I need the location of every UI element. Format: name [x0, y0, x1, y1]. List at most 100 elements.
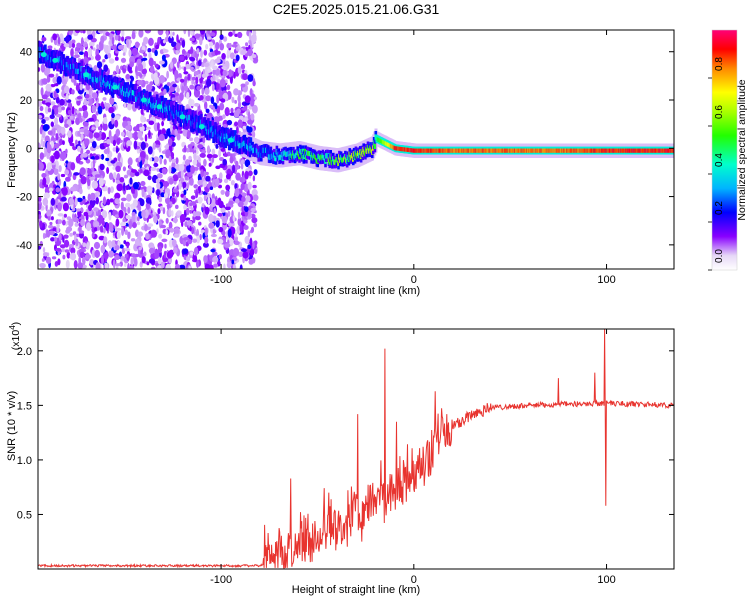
noise-speckle	[189, 225, 192, 232]
noise-speckle	[73, 78, 77, 86]
noise-speckle	[110, 45, 116, 50]
noise-speckle	[244, 206, 249, 213]
noise-speckle	[161, 120, 165, 127]
noise-speckle	[237, 94, 241, 103]
noise-speckle	[231, 96, 235, 104]
noise-speckle	[103, 64, 109, 72]
noise-speckle	[186, 207, 190, 216]
noise-speckle	[48, 73, 55, 78]
noise-speckle	[243, 183, 249, 192]
noise-speckle	[246, 126, 253, 133]
noise-speckle	[129, 177, 133, 185]
noise-speckle	[119, 244, 124, 249]
noise-speckle	[193, 88, 201, 98]
noise-speckle	[214, 102, 218, 110]
noise-speckle	[187, 73, 191, 81]
noise-speckle	[134, 171, 140, 177]
noise-speckle	[58, 232, 62, 242]
noise-speckle	[78, 226, 82, 232]
noise-speckle	[163, 88, 167, 95]
noise-speckle	[237, 31, 243, 39]
noise-speckle	[76, 197, 83, 202]
noise-speckle	[39, 126, 43, 135]
noise-speckle	[166, 82, 171, 87]
noise-speckle	[208, 162, 212, 167]
noise-speckle	[226, 119, 233, 126]
noise-speckle	[69, 115, 74, 120]
noise-speckle	[212, 154, 218, 159]
noise-speckle	[128, 166, 132, 170]
noise-speckle	[88, 204, 92, 212]
noise-speckle	[131, 253, 136, 258]
noise-speckle	[39, 240, 43, 248]
noise-speckle	[111, 118, 115, 125]
noise-speckle	[157, 30, 164, 36]
noise-speckle	[208, 264, 214, 269]
noise-speckle	[217, 78, 221, 83]
noise-speckle	[54, 261, 59, 267]
noise-speckle	[252, 184, 257, 189]
noise-speckle	[127, 157, 133, 166]
noise-speckle	[234, 232, 238, 238]
noise-speckle	[157, 245, 163, 254]
noise-speckle	[125, 214, 131, 220]
noise-speckle	[41, 37, 47, 42]
noise-speckle	[171, 97, 176, 101]
noise-speckle	[119, 139, 123, 143]
noise-speckle	[62, 79, 67, 86]
noise-speckle	[144, 134, 148, 142]
noise-speckle	[172, 217, 178, 223]
noise-speckle	[57, 219, 63, 225]
noise-speckle	[139, 198, 145, 207]
noise-speckle	[145, 197, 152, 204]
noise-speckle	[188, 155, 192, 161]
noise-speckle	[147, 175, 152, 181]
noise-speckle	[46, 209, 52, 217]
noise-speckle	[180, 78, 185, 83]
noise-speckle	[125, 202, 131, 208]
noise-speckle	[201, 87, 205, 95]
noise-speckle	[212, 69, 216, 75]
noise-speckle	[105, 31, 110, 37]
noise-speckle	[235, 160, 239, 168]
noise-speckle	[252, 104, 258, 114]
spectrogram-axes: -100 0 100 -40 -20 0 20 40	[16, 30, 674, 286]
noise-speckle	[87, 193, 91, 202]
noise-speckle	[217, 212, 223, 217]
noise-speckle	[183, 66, 187, 72]
ridge-blob	[179, 114, 186, 120]
noise-speckle	[148, 37, 154, 47]
noise-speckle	[204, 87, 210, 95]
noise-speckle	[76, 42, 82, 48]
noise-speckle	[131, 169, 137, 173]
noise-speckle	[123, 65, 127, 69]
noise-speckle	[48, 187, 54, 192]
noise-speckle	[54, 236, 58, 243]
noise-speckle	[191, 226, 195, 235]
noise-speckle	[144, 30, 152, 34]
noise-speckle	[102, 122, 108, 131]
noise-speckle	[182, 128, 189, 137]
noise-speckle	[253, 169, 258, 176]
noise-speckle	[219, 43, 225, 51]
noise-speckle	[92, 47, 96, 51]
snr-x-label: Height of straight line (km)	[292, 584, 420, 596]
noise-speckle	[114, 254, 120, 260]
noise-speckle	[189, 209, 193, 214]
noise-speckle	[42, 247, 46, 253]
noise-speckle	[240, 159, 245, 165]
noise-speckle	[111, 36, 115, 45]
noise-speckle	[242, 251, 249, 259]
noise-speckle	[202, 180, 208, 188]
noise-speckle	[219, 157, 224, 161]
noise-speckle	[221, 215, 228, 224]
noise-speckle	[106, 146, 110, 155]
noise-speckle	[218, 115, 224, 121]
noise-speckle	[102, 59, 106, 63]
noise-speckle	[109, 135, 113, 142]
noise-speckle	[232, 164, 236, 174]
noise-speckle	[84, 100, 90, 105]
noise-speckle	[83, 128, 89, 136]
noise-speckle	[89, 259, 95, 266]
